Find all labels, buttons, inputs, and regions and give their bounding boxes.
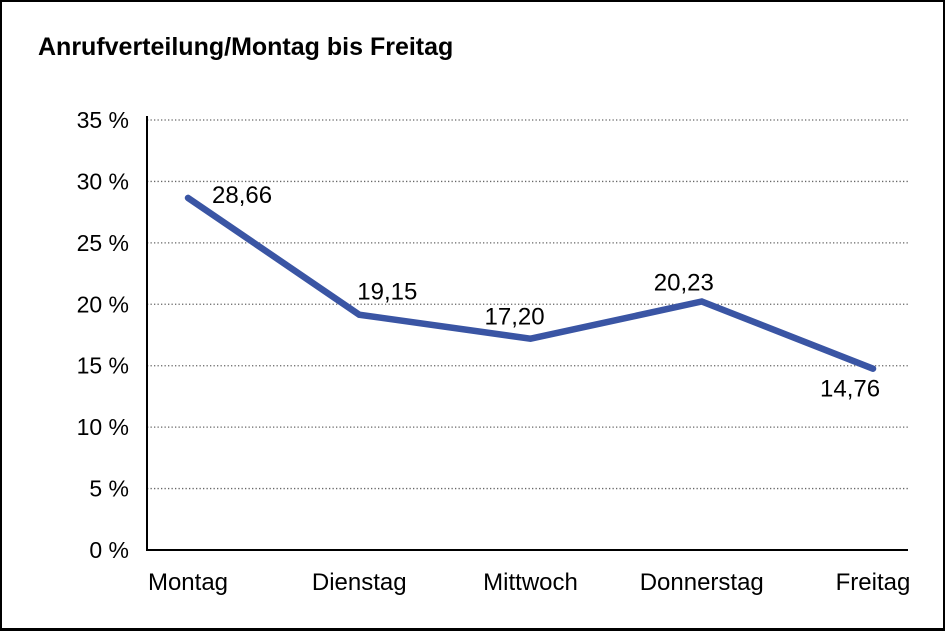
y-tick-label: 20 % [77,291,129,317]
y-tick-label: 30 % [77,168,129,194]
data-point-label: 19,15 [357,279,417,306]
data-point-label: 17,20 [485,304,545,331]
y-tick-label: 0 % [89,537,129,563]
x-category-label: Mittwoch [483,569,578,596]
data-point-label: 14,76 [820,376,880,403]
y-tick-label: 5 % [89,476,129,502]
data-series-line [184,194,877,372]
x-category-label: Freitag [836,569,911,596]
y-tick-label: 25 % [77,230,129,256]
y-tick-label: 35 % [77,107,129,133]
chart-title: Anrufverteilung/Montag bis Freitag [38,33,454,61]
x-category-label: Dienstag [312,569,407,596]
y-tick-label: 15 % [77,353,129,379]
y-tick-label: 10 % [77,414,129,440]
data-point-label: 20,23 [654,269,714,296]
x-category-label: Donnerstag [640,569,764,596]
data-point-label: 28,66 [212,182,272,209]
x-category-label: Montag [148,569,228,596]
